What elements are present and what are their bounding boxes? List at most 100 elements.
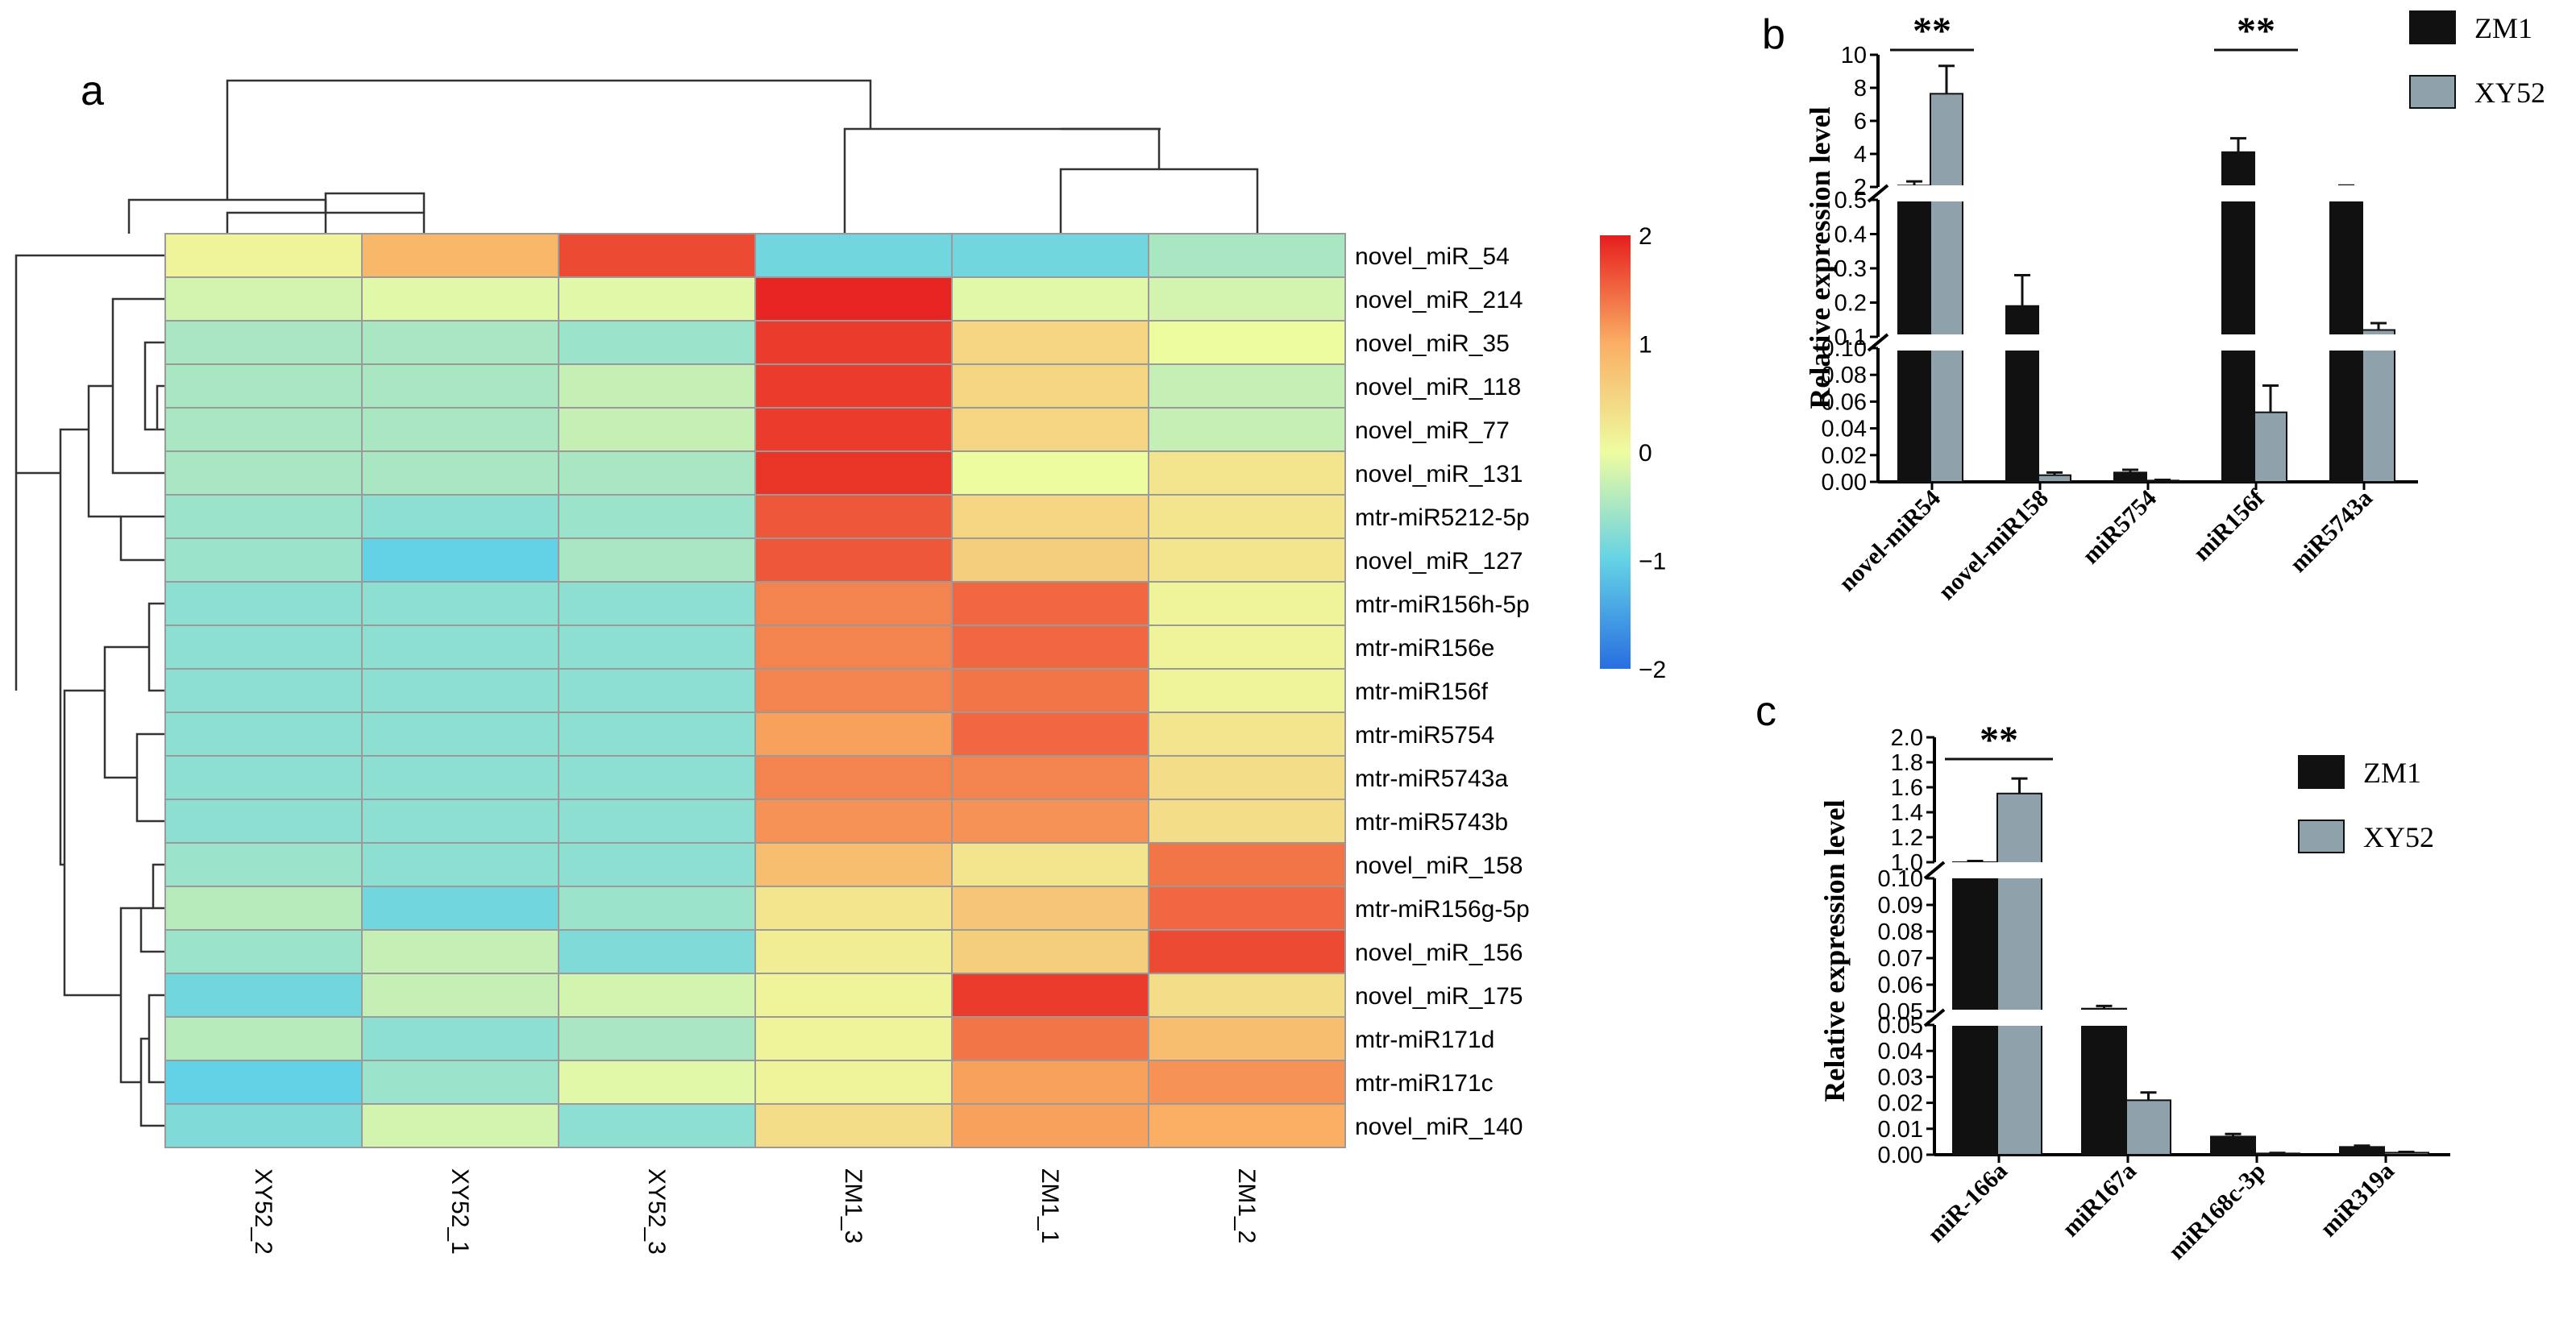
bar-zm1 [2339, 1146, 2385, 1156]
heatmap-row-label: mtr-miR5743b [1355, 809, 1508, 836]
colorbar-tick-label: 1 [1639, 332, 1652, 359]
bar-zm1 [2329, 185, 2363, 483]
heatmap-cell [754, 625, 953, 670]
heatmap-column-label: ZM1_3 [840, 1168, 866, 1243]
heatmap-cell [558, 625, 756, 670]
legend-swatch [2409, 10, 2456, 44]
heatmap-cell [754, 1060, 953, 1105]
heatmap-row-label: mtr-miR5754 [1355, 722, 1494, 749]
heatmap-cell [1148, 712, 1346, 757]
heatmap-cell [164, 929, 363, 974]
heatmap-column-label: ZM1_1 [1037, 1168, 1063, 1243]
heatmap-cell [558, 450, 756, 496]
y-tick-label: 0.05 [1878, 1013, 1923, 1039]
heatmap-cell [951, 233, 1149, 278]
heatmap-row-label: mtr-miR156h-5p [1355, 591, 1530, 618]
heatmap-cell [361, 407, 559, 452]
heatmap-cell [164, 276, 363, 322]
heatmap-column-label: XY52_3 [643, 1168, 670, 1255]
heatmap-row-label: novel_miR_156 [1355, 940, 1523, 966]
y-tick-label: 0.02 [1878, 1091, 1923, 1117]
heatmap-cell [951, 625, 1149, 670]
heatmap-cell [951, 668, 1149, 713]
heatmap-cell [951, 407, 1149, 452]
y-tick-label: 1.2 [1891, 825, 1923, 851]
colorbar: 2 1 0 −1 −2 [1600, 223, 1666, 683]
heatmap-cell [1148, 276, 1346, 322]
heatmap-row-label: novel_miR_131 [1355, 461, 1523, 488]
heatmap-column-label: XY52_1 [447, 1168, 473, 1255]
heatmap-cell [558, 233, 756, 278]
heatmap-cell [361, 1060, 559, 1105]
heatmap-row-label: novel_miR_175 [1355, 983, 1523, 1010]
bar-zm1 [2005, 305, 2039, 483]
bar-zm1 [2113, 471, 2147, 483]
x-tick-label: miR319a [2315, 1158, 2399, 1243]
heatmap-cell [361, 581, 559, 626]
heatmap-cell [1148, 1103, 1346, 1148]
panel-label-c: c [1755, 688, 1776, 735]
axis-break-mark [1867, 333, 1889, 352]
heatmap-cell [361, 1016, 559, 1061]
bar-zm1 [1952, 861, 1998, 1156]
y-tick-label: 2 [1854, 175, 1867, 201]
bar-xy52 [1930, 93, 1963, 483]
heatmap-row-label: mtr-miR5743a [1355, 766, 1508, 792]
axis-break-gap [1883, 334, 2423, 351]
colorbar-tick-label: −1 [1639, 549, 1666, 575]
heatmap-cell [1148, 755, 1346, 800]
heatmap-row-label: mtr-miR5212-5p [1355, 504, 1530, 531]
heatmap-cell [951, 886, 1149, 931]
heatmap-cell [1148, 450, 1346, 496]
x-tick-label: miR5743a [2285, 485, 2378, 578]
heatmap-cell [951, 581, 1149, 626]
legend-label: XY52 [2363, 821, 2434, 853]
heatmap-cell [558, 973, 756, 1018]
axis-break-gap [1939, 862, 2455, 878]
heatmap-cell [1148, 581, 1346, 626]
heatmap-cell [1148, 668, 1346, 713]
heatmap-cell [558, 1016, 756, 1061]
heatmap-cell [1148, 1060, 1346, 1105]
significance-label: ** [2237, 10, 2275, 52]
heatmap-cell [164, 233, 363, 278]
heatmap-cell [361, 233, 559, 278]
heatmap-cell [1148, 233, 1346, 278]
heatmap-row-label: novel_miR_35 [1355, 330, 1510, 357]
legend-label: ZM1 [2474, 12, 2532, 44]
heatmap-cell [164, 973, 363, 1018]
y-tick-label: 0.5 [1834, 188, 1867, 214]
y-axis-label: Relative expression level [1818, 799, 1851, 1102]
panel-label-b: b [1762, 11, 1785, 58]
heatmap-row-label: mtr-miR156f [1355, 678, 1489, 705]
heatmap-cell [164, 581, 363, 626]
bar-chart-c: 0.000.010.020.030.040.050.050.060.070.08… [1818, 719, 2455, 1265]
bar-zm1 [2210, 1135, 2256, 1156]
y-tick-label: 0.08 [1878, 919, 1923, 945]
y-tick-label: 2.0 [1891, 725, 1923, 751]
bar-zm1 [1897, 185, 1931, 483]
y-tick-label: 0.10 [1878, 866, 1923, 892]
heatmap-cell [754, 712, 953, 757]
heatmap-cell [558, 842, 756, 887]
heatmap-cell [951, 276, 1149, 322]
heatmap-cell [558, 407, 756, 452]
heatmap-cell [558, 929, 756, 974]
bar-xy52 [2125, 1099, 2171, 1156]
heatmap-cell [754, 755, 953, 800]
heatmap-row-label: novel_miR_140 [1355, 1114, 1523, 1140]
heatmap-cell [164, 755, 363, 800]
heatmap-cell [1148, 886, 1346, 931]
y-tick-label: 0.10 [1822, 336, 1867, 362]
heatmap-cell [951, 712, 1149, 757]
heatmap-cell [754, 886, 953, 931]
y-tick-label: 8 [1854, 76, 1867, 102]
y-tick-label: 0.01 [1878, 1117, 1923, 1143]
heatmap-cell [951, 973, 1149, 1018]
panel-label-a: a [81, 68, 104, 114]
y-tick-label: 0.07 [1878, 946, 1923, 972]
heatmap-cell [361, 320, 559, 365]
heatmap-cell [754, 450, 953, 496]
heatmap-cell [1148, 929, 1346, 974]
y-tick-label: 0.2 [1834, 291, 1867, 317]
